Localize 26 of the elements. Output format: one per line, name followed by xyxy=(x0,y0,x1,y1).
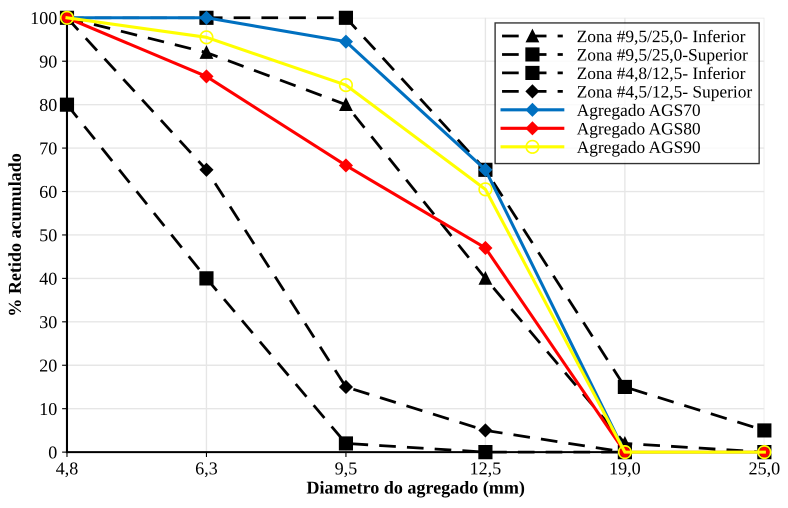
x-axis-title: Diametro do agregado (mm) xyxy=(306,480,524,498)
x-tick-label: 9,5 xyxy=(335,462,357,478)
y-axis-title: % Retido acumulado xyxy=(8,154,22,315)
y-tick-label: 40 xyxy=(40,272,57,285)
y-tick-label: 20 xyxy=(40,360,57,372)
y-tick-label: 60 xyxy=(40,186,57,198)
x-tick-label: 25,0 xyxy=(749,462,780,478)
legend-label: Zona #4,5/12,5- Superior xyxy=(578,86,752,102)
y-tick-label: 0 xyxy=(48,446,57,459)
y-tick-label: 70 xyxy=(40,142,57,155)
legend-label: Agregado AGS70 xyxy=(576,104,700,120)
x-tick-label: 19,0 xyxy=(610,462,640,478)
legend-label: Zona #4,8/12,5- Inferior xyxy=(578,66,746,82)
y-tick-label: 50 xyxy=(40,229,57,242)
y-tick-label: 10 xyxy=(40,402,57,416)
x-tick-label: 12,5 xyxy=(471,462,500,478)
legend-label: Agregado AGS90 xyxy=(576,140,700,157)
legend-label: Agregado AGS80 xyxy=(576,122,700,138)
x-tick-label: 4,8 xyxy=(56,462,78,478)
y-tick-label: 90 xyxy=(40,55,57,68)
y-tick-label: 80 xyxy=(40,98,57,112)
legend-label: Zona #9,5/25,0-Superior xyxy=(578,48,748,64)
y-tick-label: 30 xyxy=(40,316,57,328)
x-tick-label: 6,3 xyxy=(196,462,218,478)
legend-label: Zona #9,5/25,0- Inferior xyxy=(578,30,746,45)
y-tick-label: 100 xyxy=(32,12,57,24)
